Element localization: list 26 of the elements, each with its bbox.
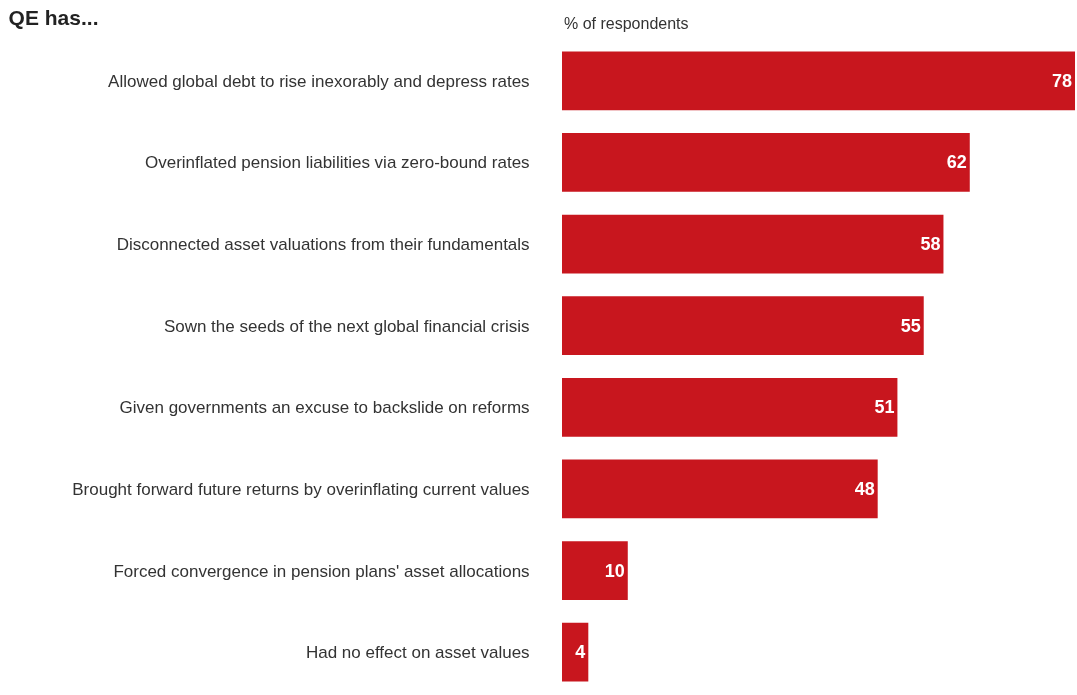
bar bbox=[562, 51, 1075, 111]
bar bbox=[562, 622, 589, 682]
data-label: 4 bbox=[575, 642, 586, 663]
data-label: 55 bbox=[900, 315, 921, 336]
y-tick-label: Disconnected asset valuations from their fundamentals bbox=[116, 235, 530, 255]
y-tick-label: Brought forward future returns by overinflating current values bbox=[72, 479, 530, 499]
bar bbox=[562, 133, 970, 192]
y-tick-label: Forced convergence in pension plans' asset allocations bbox=[113, 561, 530, 581]
data-label: 62 bbox=[946, 152, 967, 173]
bar bbox=[562, 296, 924, 356]
x-axis-title: % of respondents bbox=[564, 15, 689, 32]
data-label: 58 bbox=[920, 234, 941, 255]
bar bbox=[562, 459, 878, 519]
y-tick-label: Given governments an excuse to backslide on reforms bbox=[119, 398, 530, 418]
data-label: 48 bbox=[854, 478, 875, 499]
bar bbox=[562, 214, 944, 274]
bar bbox=[562, 541, 628, 600]
y-tick-label: Allowed global debt to rise inexorably and depress rates bbox=[108, 71, 530, 91]
text: QE has... bbox=[8, 6, 99, 30]
bar bbox=[562, 377, 898, 437]
y-tick-label: Had no effect on asset values bbox=[305, 643, 530, 663]
data-label: 10 bbox=[604, 560, 625, 581]
data-label: 78 bbox=[1051, 70, 1072, 91]
y-tick-label: Sown the seeds of the next global financial crisis bbox=[163, 316, 530, 336]
y-tick-label: Overinflated pension liabilities via zero-bound rates bbox=[144, 153, 530, 173]
data-label: 51 bbox=[874, 397, 895, 418]
